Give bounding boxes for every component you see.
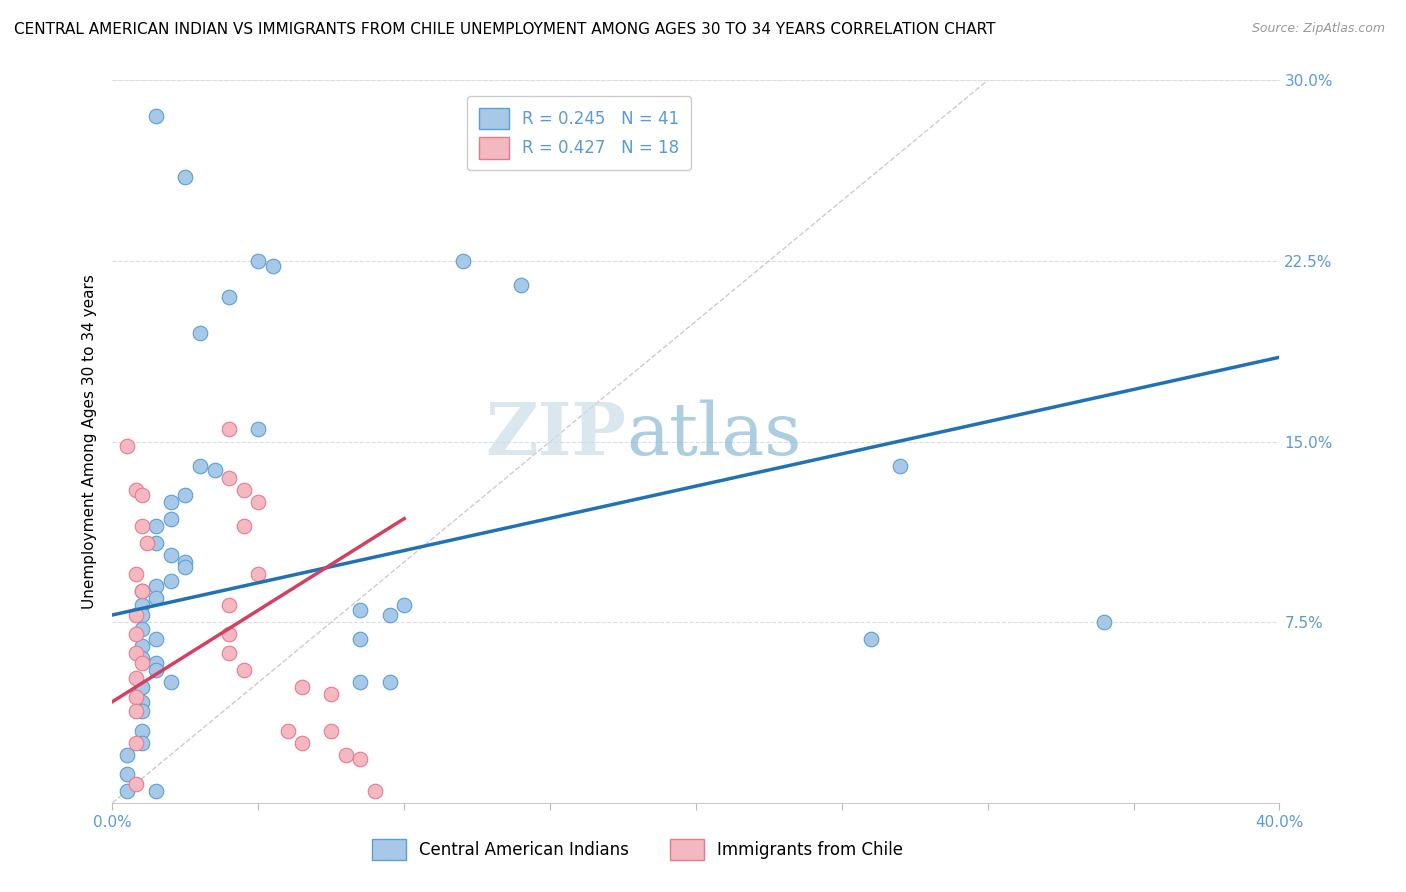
Point [378, 607, 401, 622]
Point [860, 632, 883, 646]
Point [145, 664, 167, 678]
Point [174, 487, 197, 501]
Point [174, 555, 197, 569]
Point [394, 599, 416, 613]
Point [131, 680, 153, 694]
Point [125, 704, 148, 718]
Point [136, 535, 159, 549]
Point [335, 747, 357, 762]
Point [218, 422, 240, 436]
Point [131, 723, 153, 738]
Point [218, 627, 240, 641]
Point [889, 458, 911, 473]
Point [247, 494, 270, 508]
Point [364, 784, 387, 798]
Point [125, 647, 148, 661]
Point [160, 511, 183, 525]
Point [145, 518, 167, 533]
Point [232, 664, 254, 678]
Point [451, 253, 474, 268]
Point [174, 559, 197, 574]
Point [145, 109, 167, 123]
Legend: Central American Indians, Immigrants from Chile: Central American Indians, Immigrants fro… [366, 832, 910, 867]
Point [349, 603, 371, 617]
Point [131, 518, 153, 533]
Point [349, 752, 371, 766]
Point [160, 574, 183, 589]
Point [218, 647, 240, 661]
Point [131, 735, 153, 749]
Point [131, 704, 153, 718]
Point [1094, 615, 1116, 630]
Point [145, 632, 167, 646]
Point [232, 518, 254, 533]
Point [125, 627, 148, 641]
Point [349, 632, 371, 646]
Point [125, 690, 148, 704]
Point [349, 675, 371, 690]
Point [145, 579, 167, 593]
Point [145, 656, 167, 670]
Point [247, 253, 270, 268]
Point [131, 623, 153, 637]
Point [125, 776, 148, 790]
Point [145, 591, 167, 605]
Point [115, 439, 138, 453]
Point [291, 735, 314, 749]
Point [131, 487, 153, 501]
Point [145, 784, 167, 798]
Point [232, 483, 254, 497]
Text: atlas: atlas [626, 399, 801, 469]
Point [131, 583, 153, 598]
Point [131, 599, 153, 613]
Point [125, 671, 148, 685]
Point [131, 583, 153, 598]
Point [174, 169, 197, 184]
Point [125, 607, 148, 622]
Point [160, 494, 183, 508]
Point [188, 458, 211, 473]
Point [115, 784, 138, 798]
Point [131, 656, 153, 670]
Point [218, 290, 240, 304]
Point [131, 695, 153, 709]
Point [247, 422, 270, 436]
Point [291, 680, 314, 694]
Point [218, 470, 240, 484]
Point [131, 639, 153, 653]
Point [321, 687, 343, 701]
Point [125, 567, 148, 582]
Y-axis label: Unemployment Among Ages 30 to 34 years: Unemployment Among Ages 30 to 34 years [82, 274, 97, 609]
Point [115, 747, 138, 762]
Point [321, 723, 343, 738]
Point [115, 767, 138, 781]
Point [247, 567, 270, 582]
Point [131, 607, 153, 622]
Text: ZIP: ZIP [485, 399, 626, 470]
Point [145, 535, 167, 549]
Point [131, 651, 153, 665]
Point [160, 548, 183, 562]
Point [125, 483, 148, 497]
Text: CENTRAL AMERICAN INDIAN VS IMMIGRANTS FROM CHILE UNEMPLOYMENT AMONG AGES 30 TO 3: CENTRAL AMERICAN INDIAN VS IMMIGRANTS FR… [14, 22, 995, 37]
Point [276, 723, 298, 738]
Point [262, 259, 284, 273]
Text: Source: ZipAtlas.com: Source: ZipAtlas.com [1251, 22, 1385, 36]
Point [160, 675, 183, 690]
Point [218, 599, 240, 613]
Point [125, 735, 148, 749]
Point [204, 463, 226, 477]
Point [188, 326, 211, 340]
Point [509, 277, 531, 292]
Point [378, 675, 401, 690]
